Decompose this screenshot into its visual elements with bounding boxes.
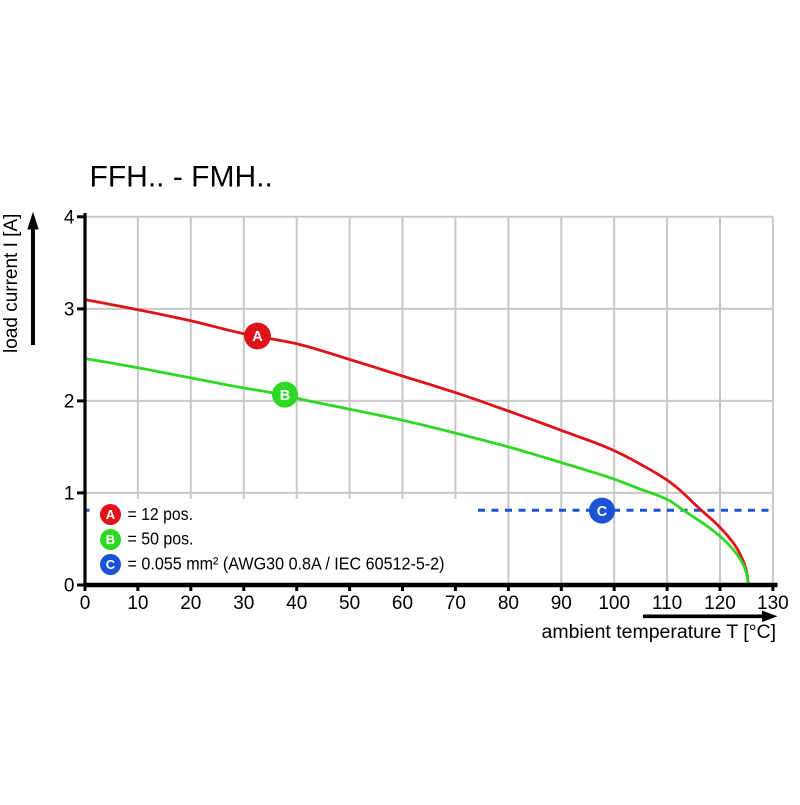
svg-text:30: 30 [233,593,254,614]
svg-text:4: 4 [64,208,75,229]
svg-text:C: C [597,504,608,520]
svg-text:50: 50 [339,593,360,614]
svg-text:FFH.. - FMH..: FFH.. - FMH.. [90,161,273,194]
svg-text:80: 80 [498,593,519,614]
svg-text:A: A [252,329,263,345]
svg-text:0: 0 [80,593,91,614]
svg-text:10: 10 [127,593,148,614]
svg-text:2: 2 [64,392,75,413]
svg-text:110: 110 [652,593,682,614]
svg-text:C: C [106,557,116,572]
svg-text:130: 130 [757,593,789,614]
svg-text:70: 70 [445,593,466,614]
svg-text:A: A [106,507,116,522]
svg-text:B: B [280,388,290,404]
svg-text:0: 0 [64,576,75,597]
svg-text:load current I [A]: load current I [A] [1,214,22,353]
svg-text:100: 100 [598,593,630,614]
svg-text:120: 120 [704,593,736,614]
svg-text:3: 3 [64,300,75,321]
svg-text:40: 40 [286,593,307,614]
svg-text:B: B [106,532,115,547]
svg-text:= 50 pos.: = 50 pos. [128,529,194,549]
svg-text:= 0.055 mm² (AWG30 0.8A / IEC: = 0.055 mm² (AWG30 0.8A / IEC 60512-5-2) [128,553,445,573]
svg-text:90: 90 [551,593,572,614]
svg-text:20: 20 [180,593,201,614]
svg-text:60: 60 [392,593,413,614]
svg-text:= 12 pos.: = 12 pos. [128,504,194,524]
svg-text:1: 1 [64,484,75,505]
svg-text:ambient temperature T [°C]: ambient temperature T [°C] [542,622,777,643]
